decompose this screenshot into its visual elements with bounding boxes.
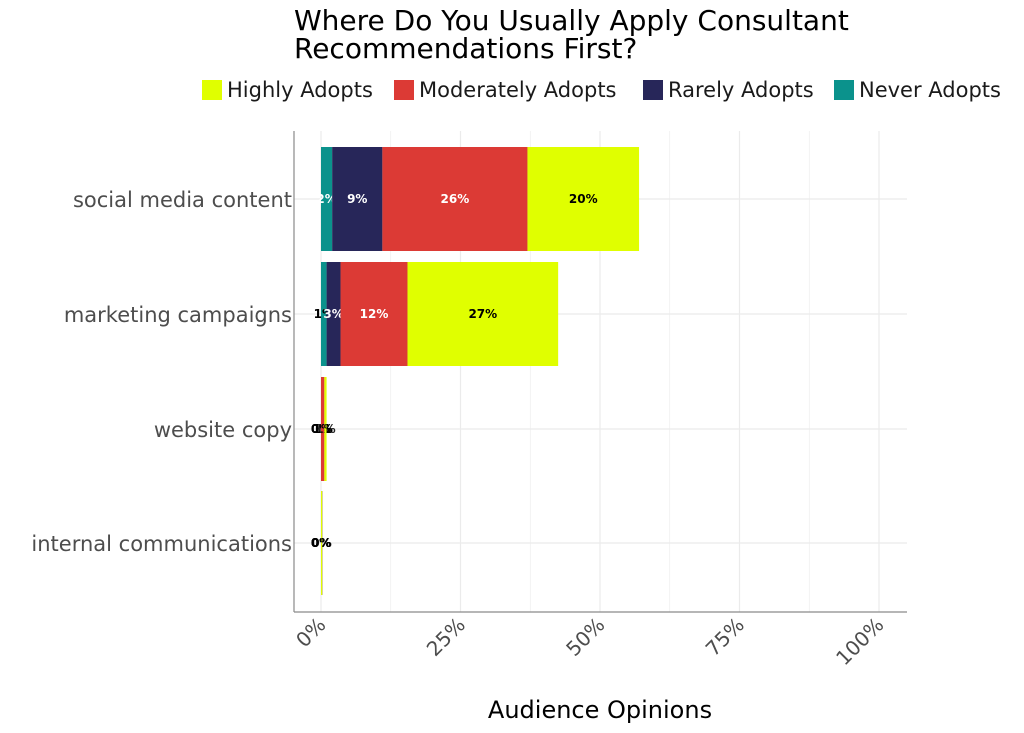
x-tick-label: 25% xyxy=(422,613,470,661)
bar-segment-rarely-adopts xyxy=(332,147,383,251)
category-label: internal communications xyxy=(31,532,292,556)
legend: Highly Adopts Moderately Adopts Rarely Ado… xyxy=(202,78,1001,102)
data-label: 3% xyxy=(323,307,343,321)
chart-title-line-1: Where Do You Usually Apply Consultant xyxy=(294,4,849,37)
legend-swatch xyxy=(643,80,663,100)
data-label: 12% xyxy=(360,307,389,321)
x-axis-title: Audience Opinions xyxy=(488,696,712,724)
data-label: 9% xyxy=(347,192,367,206)
legend-swatch xyxy=(202,80,222,100)
legend-label: Highly Adopts xyxy=(227,78,373,102)
legend-label: Rarely Adopts xyxy=(668,78,814,102)
data-label: 0% xyxy=(311,536,331,550)
legend-label: Never Adopts xyxy=(859,78,1001,102)
bar-segment-rarely-adopts xyxy=(326,262,341,366)
bar-segment-highly-adopts xyxy=(407,262,559,366)
bar-segment-never-adopts xyxy=(321,147,333,251)
x-tick-label: 0% xyxy=(291,613,330,652)
category-label: marketing campaigns xyxy=(64,303,292,327)
data-label: 20% xyxy=(569,192,598,206)
plot-area: 2% 9% 26% 20% social media content 1% 3% 12% 27%… xyxy=(31,131,907,670)
data-label: 2% xyxy=(316,192,336,206)
bar-segment-moderately-adopts xyxy=(340,262,408,366)
bar-segment-highly-adopts xyxy=(324,377,327,481)
legend-label: Moderately Adopts xyxy=(419,78,617,102)
legend-swatch xyxy=(834,80,854,100)
chart-title-line-2: Recommendations First? xyxy=(294,32,637,65)
x-tick-label: 50% xyxy=(561,613,609,661)
data-label: 1% xyxy=(312,422,332,436)
category-label: website copy xyxy=(154,418,292,442)
data-label: 1% xyxy=(315,422,335,436)
bar-segment-moderately-adopts xyxy=(321,377,325,481)
bar-segment-never-adopts xyxy=(321,262,327,366)
bar-segment-highly-adopts xyxy=(527,147,640,251)
legend-swatch xyxy=(394,80,414,100)
data-label: 26% xyxy=(441,192,470,206)
category-label: social media content xyxy=(73,188,292,212)
bar-segment-moderately-adopts xyxy=(382,147,528,251)
data-label: 27% xyxy=(468,307,497,321)
bar-segment-highly-adopts xyxy=(321,491,323,595)
x-tick-label: 75% xyxy=(701,613,749,661)
x-tick-label: 100% xyxy=(831,613,888,670)
